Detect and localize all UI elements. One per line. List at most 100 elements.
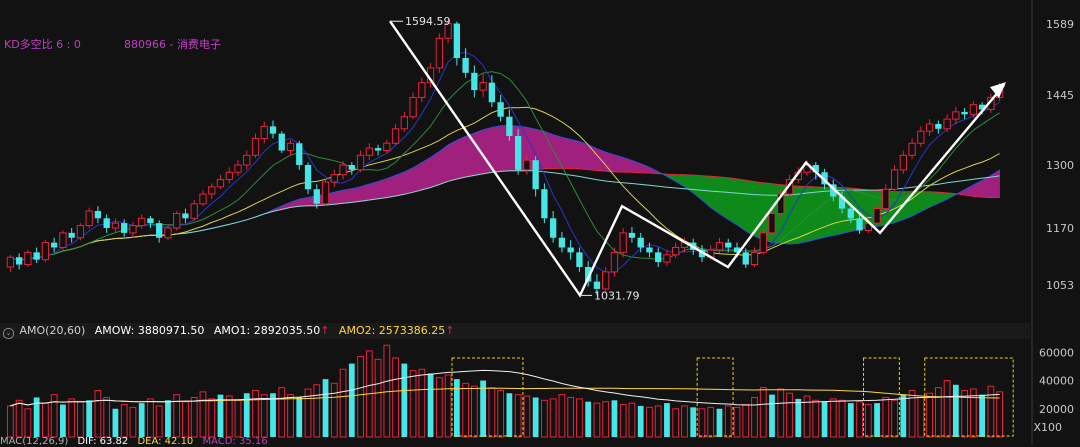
- volume-bar-down: [323, 379, 329, 437]
- volume-tick-label: 60000: [1039, 346, 1074, 359]
- candle-body-up: [235, 165, 241, 172]
- ribbon-segment: [579, 142, 588, 170]
- ribbon-segment: [562, 137, 571, 168]
- ribbon-segment: [571, 139, 580, 168]
- price-tick-label: 1300: [1046, 159, 1074, 172]
- dea-value: DEA: 42.10: [137, 436, 193, 447]
- candle-body-down: [559, 238, 565, 248]
- candle-body-up: [673, 247, 679, 254]
- volume-bar-down: [113, 409, 119, 437]
- candle-body-up: [410, 97, 416, 116]
- candle-body-up: [331, 175, 337, 182]
- volume-bar-down: [139, 403, 145, 437]
- candle-body-up: [165, 228, 171, 238]
- amow-value: AMOW: 3880971.50: [95, 324, 205, 337]
- candle-body-up: [751, 252, 757, 264]
- candle-body-up: [970, 105, 976, 115]
- volume-bar-down: [401, 364, 407, 437]
- volume-bar-down: [900, 395, 906, 437]
- amo1-text: AMO1: 2892035.50: [214, 324, 320, 337]
- candle-body-up: [716, 243, 722, 250]
- candle-body-down: [16, 257, 22, 264]
- candle-body-up: [60, 233, 66, 248]
- volume-bar-down: [533, 397, 539, 437]
- volume-bar-down: [428, 373, 434, 437]
- candle-body-up: [174, 213, 180, 228]
- candle-body-up: [883, 189, 889, 208]
- price-tick-label: 1445: [1046, 89, 1074, 102]
- arrow-up-icon: ↑: [445, 324, 454, 337]
- candle-body-down: [497, 102, 503, 116]
- candle-body-up: [357, 155, 363, 170]
- candle-body-up: [112, 223, 118, 228]
- volume-bar-down: [953, 385, 959, 437]
- price-tick-label: 1170: [1046, 222, 1074, 235]
- volume-bar-down: [60, 405, 66, 437]
- candle-body-down: [471, 73, 477, 90]
- volume-bar-down: [86, 400, 92, 437]
- volume-tick-label: 40000: [1039, 375, 1074, 388]
- arrow-up-icon: ↑: [320, 324, 329, 337]
- candle-body-up: [200, 194, 206, 204]
- volume-bar-down: [822, 402, 828, 437]
- ribbon-segment: [588, 145, 597, 171]
- candle-body-up: [244, 155, 250, 165]
- ribbon-segment: [387, 175, 396, 197]
- dif-value: DIF: 63.82: [77, 436, 128, 447]
- ribbon-segment: [816, 187, 825, 239]
- candle-body-up: [86, 211, 92, 226]
- candle-body-down: [156, 223, 162, 238]
- ribbon-segment: [352, 187, 361, 203]
- volume-bar-down: [795, 399, 801, 437]
- candle-body-down: [725, 243, 731, 248]
- candle-body-down: [506, 117, 512, 136]
- volume-bar-down: [585, 402, 591, 437]
- volume-bar-down: [664, 403, 670, 437]
- volume-bar-down: [979, 395, 985, 437]
- candle-body-up: [664, 255, 670, 262]
- candle-body-up: [891, 170, 897, 189]
- price-tick-label: 1053: [1046, 279, 1074, 292]
- candle-body-up: [191, 204, 197, 219]
- collapse-icon[interactable]: ⌄: [3, 328, 14, 339]
- candle-body-down: [33, 252, 39, 259]
- volume-bar-down: [165, 400, 171, 437]
- volume-unit-label: X100: [1033, 421, 1062, 434]
- ribbon-segment: [396, 172, 405, 196]
- candle-body-down: [489, 83, 495, 103]
- candle-body-down: [532, 160, 538, 189]
- candle-body-up: [419, 83, 425, 98]
- ribbon-segment: [746, 180, 755, 236]
- candle-body-up: [226, 172, 232, 179]
- candle-body-down: [629, 233, 635, 238]
- candle-body-up: [130, 226, 136, 233]
- amo1-value: AMO1: 2892035.50↑: [214, 324, 330, 337]
- candle-body-up: [900, 155, 906, 170]
- candle-body-up: [944, 119, 950, 129]
- volume-bar-down: [480, 381, 486, 437]
- candle-body-down: [270, 126, 276, 133]
- candle-body-down: [935, 124, 941, 129]
- candle-body-down: [594, 282, 600, 289]
- candle-body-down: [961, 112, 967, 114]
- candle-body-up: [769, 213, 775, 232]
- ribbon-segment: [369, 182, 378, 200]
- volume-bar-down: [506, 393, 512, 437]
- ribbon-segment: [457, 136, 466, 179]
- volume-bar-down: [769, 395, 775, 437]
- candle-body-down: [51, 243, 57, 248]
- candle-body-down: [646, 247, 652, 252]
- candle-body-down: [550, 218, 556, 237]
- candle-body-up: [217, 180, 223, 187]
- candle-body-down: [541, 189, 547, 218]
- macd-title: MAC(12,26,9): [0, 436, 68, 447]
- ribbon-segment: [737, 179, 746, 231]
- volume-bar-down: [296, 397, 302, 437]
- candle-body-up: [42, 243, 48, 260]
- amo2-value: AMO2: 2573386.25↑: [339, 324, 455, 337]
- low-price-label: 1031.79: [594, 289, 640, 302]
- candle-body-down: [349, 165, 355, 170]
- candle-body-down: [375, 148, 381, 150]
- volume-bar-down: [349, 364, 355, 437]
